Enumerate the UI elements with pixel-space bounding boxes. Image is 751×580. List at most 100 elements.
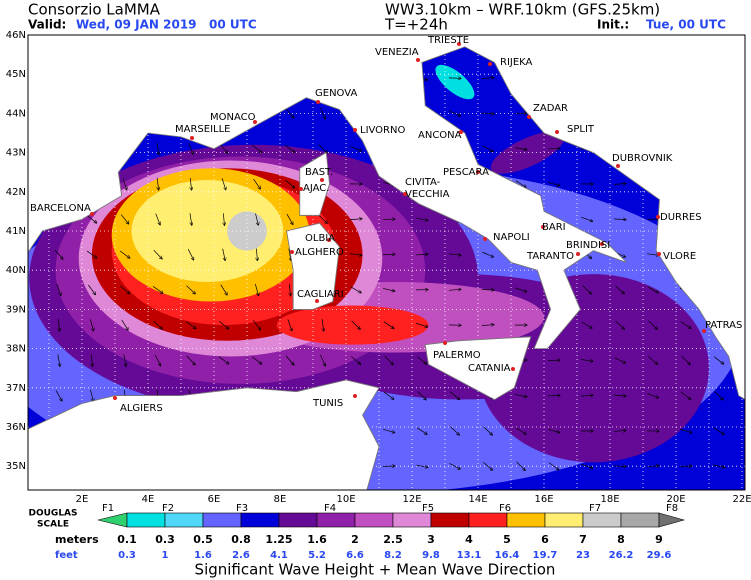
- feet-value: 9.8: [422, 550, 440, 561]
- feet-value: 5.2: [308, 550, 326, 561]
- lat-label: 41N: [6, 226, 26, 237]
- city-dot: [403, 192, 407, 196]
- meters-value: 0.8: [231, 533, 251, 546]
- land: [424, 336, 532, 401]
- city-dot: [488, 62, 492, 66]
- direction-arrow: [351, 356, 360, 365]
- direction-arrow: [581, 463, 592, 468]
- city-label: LIVORNO: [360, 125, 405, 136]
- direction-arrow: [415, 464, 428, 467]
- direction-arrow: [57, 354, 60, 366]
- direction-arrow: [450, 391, 459, 400]
- direction-arrow: [415, 254, 428, 255]
- lon-label: 8E: [274, 494, 287, 505]
- douglas-force: F5: [422, 503, 434, 514]
- direction-arrow: [383, 428, 395, 432]
- direction-arrow: [647, 286, 658, 293]
- direction-arrow: [223, 213, 224, 225]
- feet-value: 1.6: [194, 550, 212, 561]
- city-dot: [527, 115, 531, 119]
- direction-arrow: [613, 395, 626, 396]
- color-swatch: [316, 512, 356, 528]
- map-frame: [27, 34, 746, 491]
- lon-label: 18E: [600, 494, 619, 505]
- city-dot: [555, 130, 559, 134]
- direction-arrow: [320, 354, 325, 366]
- direction-arrow: [548, 182, 560, 185]
- direction-arrow: [121, 319, 128, 330]
- direction-arrow: [614, 357, 626, 363]
- meters-value: 8: [617, 533, 625, 546]
- feet-value: 6.6: [346, 550, 364, 561]
- douglas-force: F7: [589, 503, 601, 514]
- direction-arrow: [648, 320, 658, 329]
- direction-arrow: [581, 321, 592, 328]
- direction-arrow: [383, 391, 394, 399]
- direction-arrow: [256, 248, 257, 261]
- lon-label: 4E: [142, 494, 155, 505]
- direction-arrow: [713, 356, 723, 364]
- direction-arrow: [219, 321, 228, 329]
- direction-arrow: [646, 254, 659, 256]
- wave-zone: [131, 180, 284, 282]
- color-swatch: [392, 512, 432, 528]
- meters-value: 0.5: [193, 533, 213, 546]
- city-dot: [443, 341, 447, 345]
- city-label: TARANTO: [526, 251, 574, 262]
- city-dot: [290, 250, 294, 254]
- direction-arrow: [416, 427, 427, 434]
- direction-arrow: [286, 213, 293, 224]
- color-swatch: [126, 512, 166, 528]
- city-dot: [541, 225, 545, 229]
- direction-arrow: [712, 464, 725, 467]
- lat-label: 38N: [6, 344, 26, 355]
- city-dot: [702, 329, 706, 333]
- direction-arrow: [613, 466, 626, 467]
- city-label: MARSEILLE: [175, 124, 231, 135]
- direction-arrow: [483, 426, 493, 435]
- direction-arrow: [448, 289, 461, 290]
- direction-arrow: [155, 213, 160, 225]
- direction-arrow: [120, 214, 129, 224]
- meters-value: 0.3: [155, 533, 175, 546]
- direction-arrow: [89, 319, 93, 331]
- city-label: DURRES: [660, 212, 702, 223]
- city-label: PALERMO: [433, 350, 481, 361]
- direction-arrow: [580, 359, 593, 361]
- direction-arrow: [481, 325, 494, 326]
- lat-label: 35N: [6, 461, 26, 472]
- direction-arrow: [285, 355, 294, 365]
- direction-arrow: [514, 394, 527, 397]
- direction-arrow: [122, 178, 127, 189]
- direction-arrow: [582, 285, 592, 294]
- direction-arrow: [88, 284, 95, 295]
- city-dot: [459, 130, 463, 134]
- city-dot: [316, 100, 320, 104]
- direction-arrow: [383, 321, 394, 329]
- color-swatch: [658, 512, 686, 528]
- direction-arrow: [548, 428, 560, 432]
- lat-label: 42N: [6, 187, 26, 198]
- meters-value: 1.25: [265, 533, 292, 546]
- direction-arrow: [186, 285, 195, 294]
- org: Consorzio LaMMA: [28, 1, 161, 19]
- direction-arrow: [186, 355, 195, 365]
- meters-value: 0.1: [117, 533, 137, 546]
- color-swatch: [202, 512, 242, 528]
- city-dot: [476, 170, 480, 174]
- wave-zone: [435, 64, 475, 100]
- color-swatch: [620, 512, 660, 528]
- direction-arrow: [251, 144, 261, 152]
- direction-arrow: [322, 319, 324, 331]
- feet-value: 0.3: [118, 550, 136, 561]
- douglas-force: F6: [499, 503, 511, 514]
- direction-arrow: [680, 321, 691, 329]
- direction-arrow: [152, 286, 163, 293]
- direction-arrow: [482, 251, 493, 257]
- douglas-force: F1: [102, 503, 114, 514]
- direction-arrow: [680, 428, 692, 432]
- city-label: AJAC.: [303, 183, 329, 194]
- lat-label: 45N: [6, 69, 26, 80]
- color-swatch: [430, 512, 470, 528]
